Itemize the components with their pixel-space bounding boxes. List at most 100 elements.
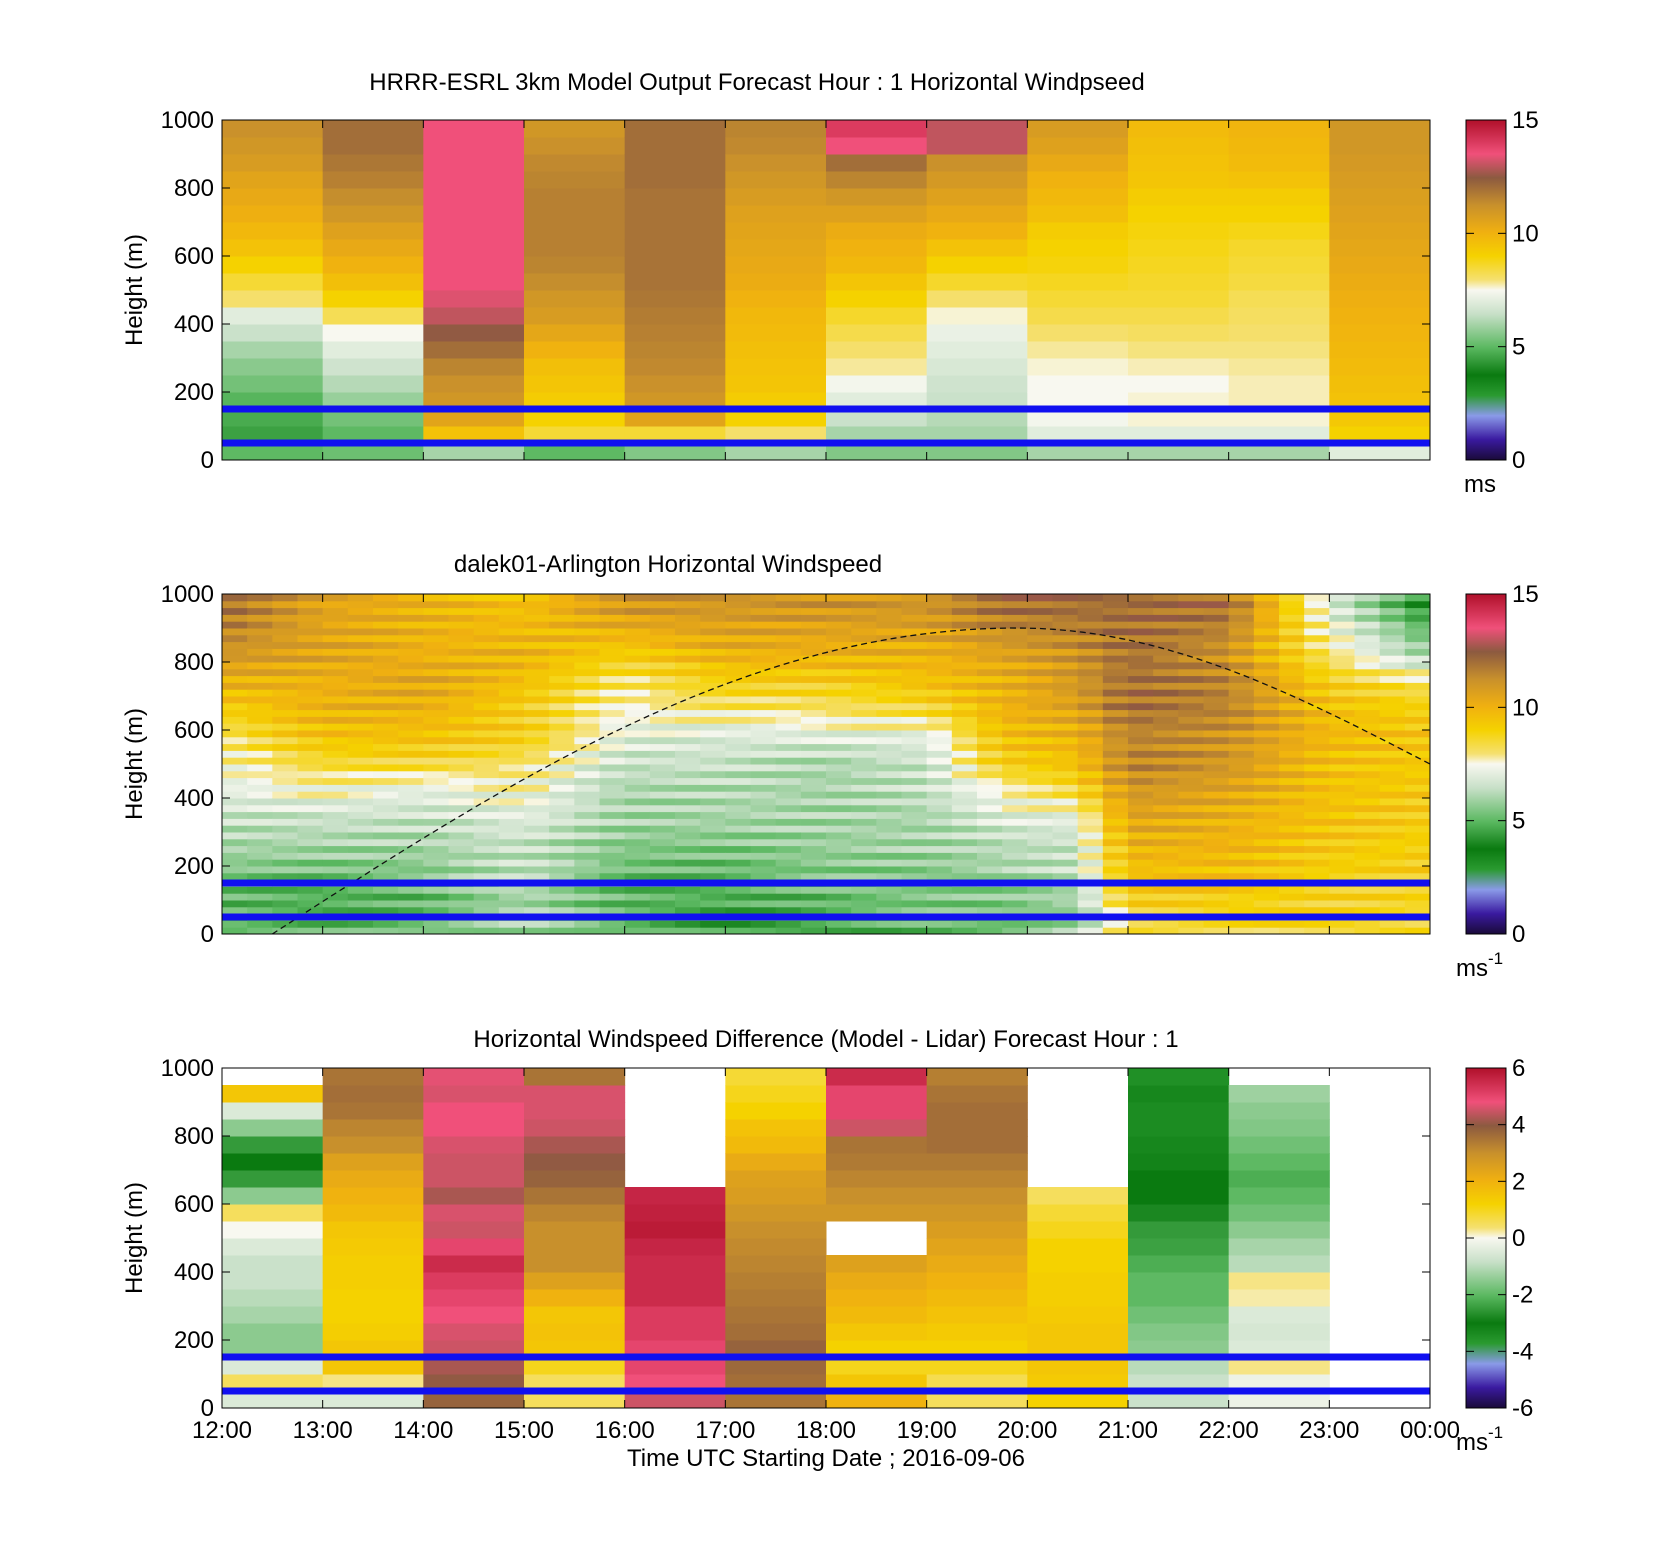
heatmap-cell <box>826 409 928 427</box>
heatmap-cell <box>1253 736 1280 745</box>
heatmap-cell <box>977 634 1003 643</box>
heatmap-cell <box>297 906 324 915</box>
heatmap-cell <box>1128 927 1154 935</box>
panel-1-ylabel: Height (m) <box>121 234 148 346</box>
heatmap-cell <box>1379 900 1406 908</box>
heatmap-cell <box>826 188 928 206</box>
heatmap-cell <box>423 188 525 206</box>
heatmap-cell <box>297 832 324 840</box>
heatmap-cell <box>1329 222 1431 240</box>
heatmap-cell <box>574 859 600 867</box>
heatmap-cell <box>1228 736 1255 745</box>
heatmap-cell <box>1228 1136 1330 1154</box>
heatmap-cell <box>222 648 248 656</box>
heatmap-cell <box>549 859 575 867</box>
heatmap-cell <box>423 307 525 325</box>
heatmap-cell <box>1027 655 1053 663</box>
heatmap-cell <box>599 702 626 711</box>
heatmap-cell <box>901 845 928 853</box>
heatmap-cell <box>1203 723 1230 731</box>
heatmap-cell <box>272 607 298 615</box>
heatmap-cell <box>297 818 324 826</box>
heatmap-cell <box>750 600 777 609</box>
heatmap-cell <box>599 927 626 935</box>
heatmap-cell <box>1102 900 1129 908</box>
heatmap-cell <box>1077 682 1104 690</box>
heatmap-cell <box>373 825 399 833</box>
heatmap-cell <box>1279 730 1305 738</box>
heatmap-cell <box>700 900 726 908</box>
heatmap-cell <box>1329 906 1355 915</box>
heatmap-cell <box>1027 1204 1129 1222</box>
heatmap-cell <box>675 838 701 847</box>
heatmap-cell <box>775 682 802 690</box>
heatmap-cell <box>1304 832 1330 840</box>
heatmap-cell <box>1228 1153 1330 1171</box>
heatmap-cell <box>524 757 550 765</box>
heatmap-cell <box>549 825 575 833</box>
x-tick-label: 22:00 <box>1199 1417 1259 1444</box>
heatmap-cell <box>951 825 978 833</box>
x-tick-label: 20:00 <box>997 1417 1057 1444</box>
heatmap-cell <box>498 648 525 656</box>
heatmap-cell <box>1128 324 1230 342</box>
heatmap-cell <box>524 770 550 779</box>
heatmap-cell <box>675 723 701 731</box>
heatmap-cell <box>725 1391 827 1409</box>
heatmap-cell <box>951 906 978 915</box>
heatmap-cell <box>448 648 475 656</box>
heatmap-cell <box>876 743 902 751</box>
heatmap-cell <box>524 154 626 172</box>
heatmap-cell <box>926 662 953 670</box>
heatmap-cell <box>926 409 1028 427</box>
heatmap-cell <box>347 750 374 758</box>
heatmap-cell <box>1329 205 1431 223</box>
heatmap-cell <box>649 818 676 826</box>
heatmap-cell <box>951 702 978 711</box>
heatmap-cell <box>725 730 751 738</box>
heatmap-cell <box>1153 614 1179 622</box>
heatmap-cell <box>398 866 424 874</box>
heatmap-cell <box>1279 886 1305 894</box>
panel-1-heatmap <box>222 120 1431 461</box>
heatmap-cell <box>1027 791 1053 799</box>
heatmap-cell <box>473 900 500 908</box>
heatmap-cell <box>599 866 626 874</box>
heatmap-cell <box>1279 689 1305 697</box>
heatmap-cell <box>977 648 1003 656</box>
heatmap-cell <box>498 634 525 643</box>
heatmap-cell <box>1279 893 1305 901</box>
heatmap-cell <box>1077 757 1104 765</box>
heatmap-cell <box>1153 662 1179 670</box>
heatmap-cell <box>1379 743 1406 751</box>
heatmap-cell <box>1404 594 1431 602</box>
heatmap-cell <box>1128 750 1154 758</box>
heatmap-cell <box>1404 634 1431 643</box>
heatmap-cell <box>1354 709 1381 717</box>
heatmap-cell <box>423 614 449 622</box>
heatmap-cell <box>1153 811 1179 819</box>
heatmap-cell <box>1052 736 1079 745</box>
heatmap-cell <box>498 621 525 629</box>
heatmap-cell <box>649 662 676 670</box>
heatmap-cell <box>876 764 902 772</box>
heatmap-cell <box>473 791 500 799</box>
heatmap-cell <box>222 696 248 704</box>
heatmap-cell <box>1329 764 1355 772</box>
heatmap-cell <box>1153 621 1179 629</box>
heatmap-cell <box>826 307 928 325</box>
heatmap-cell <box>800 893 827 901</box>
heatmap-cell <box>1228 906 1255 915</box>
heatmap-cell <box>725 600 751 609</box>
heatmap-cell <box>851 641 877 649</box>
heatmap-cell <box>951 662 978 670</box>
heatmap-cell <box>498 838 525 847</box>
heatmap-cell <box>524 736 550 745</box>
heatmap-cell <box>1203 866 1230 874</box>
heatmap-cell <box>1228 859 1255 867</box>
heatmap-cell <box>1279 662 1305 670</box>
heatmap-cell <box>1304 621 1330 629</box>
heatmap-cell <box>347 811 374 819</box>
heatmap-cell <box>1178 682 1204 690</box>
heatmap-cell <box>826 757 852 765</box>
